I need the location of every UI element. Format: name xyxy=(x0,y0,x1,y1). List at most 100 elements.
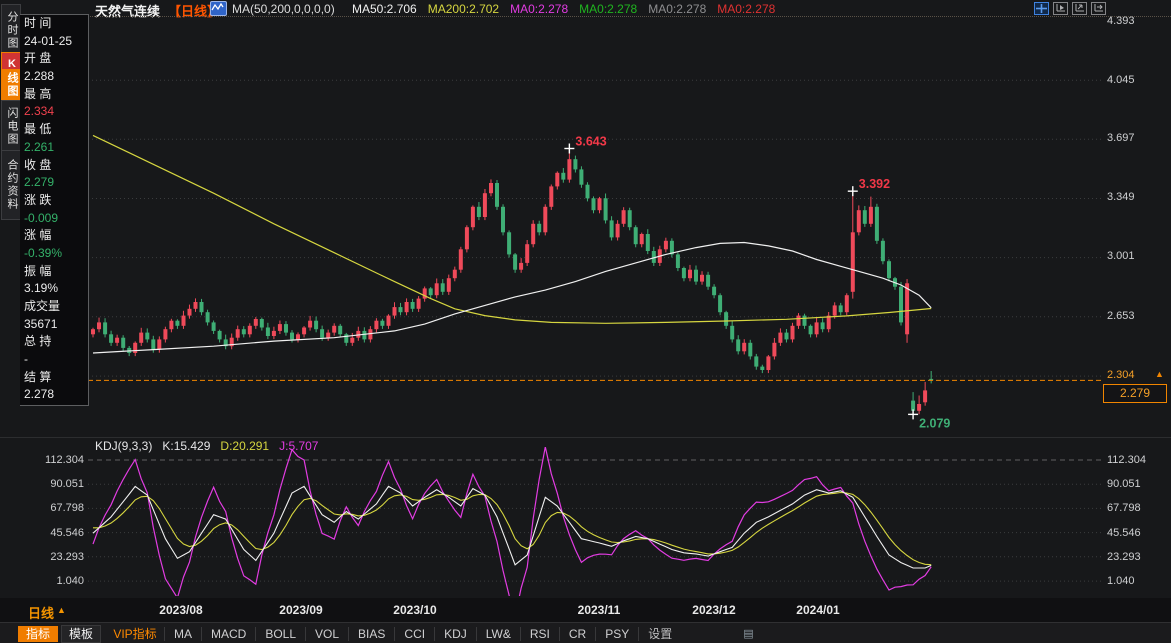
kdj-value-d: D:20.291 xyxy=(220,439,270,453)
axis-left-icon[interactable] xyxy=(1053,2,1068,15)
toolbar-more-icon[interactable]: ▤ xyxy=(743,628,754,640)
sidebar-tab-kline-chart[interactable]: K线图 xyxy=(1,52,21,104)
sidebar-tab-tick-chart[interactable]: 闪电图 xyxy=(1,100,21,152)
info-value-6: -0.39% xyxy=(24,245,63,260)
info-value-1: 2.288 xyxy=(24,69,55,84)
kdj-value-j: J:5.707 xyxy=(279,439,319,453)
info-label-2: 最 高 xyxy=(24,86,52,101)
info-value-10: 2.278 xyxy=(24,387,55,402)
info-value-0: 24-01-25 xyxy=(24,33,73,48)
kdj-indicator-chart[interactable] xyxy=(88,437,1104,597)
header-tool-icons xyxy=(1034,2,1106,15)
template-button[interactable]: 模板 xyxy=(61,624,101,643)
toolbar-item-kdj[interactable]: KDJ xyxy=(434,626,476,641)
svg-text:3.392: 3.392 xyxy=(859,177,890,191)
kdj-params-label: KDJ(9,3,3) xyxy=(95,439,153,453)
info-label-1: 开 盘 xyxy=(24,51,52,66)
kdj-value-k: K:15.429 xyxy=(162,439,211,453)
indicator-toolbar: 指标 模板 VIP指标 MA MACD BOLL VOL BIAS CCI KDJ LW& RS… xyxy=(0,622,1171,643)
kdj-axis-tick-right-0: 112.304 xyxy=(1107,454,1146,466)
caret-up-icon[interactable]: ▲ xyxy=(57,605,66,615)
info-value-9: - xyxy=(24,352,28,367)
info-label-4: 收 盘 xyxy=(24,157,52,172)
indicator-shortcut-list: MA MACD BOLL VOL BIAS CCI KDJ LW& RSI CR PSY 设置 xyxy=(164,626,681,641)
toolbar-item-macd[interactable]: MACD xyxy=(201,626,255,641)
kdj-axis-tick-left-0: 112.304 xyxy=(45,454,84,466)
toolbar-item-cr[interactable]: CR xyxy=(558,626,595,641)
date-label-3: 2023/11 xyxy=(577,603,621,617)
date-label-5: 2024/01 xyxy=(796,603,840,617)
info-value-7: 3.19% xyxy=(24,281,59,296)
toolbar-item-bias[interactable]: BIAS xyxy=(348,626,394,641)
info-label-10: 结 算 xyxy=(24,369,52,384)
date-label-4: 2023/12 xyxy=(692,603,736,617)
info-label-8: 成交量 xyxy=(24,299,61,313)
info-value-3: 2.261 xyxy=(24,139,55,154)
main-axis-tick-5: 2.653 xyxy=(1107,310,1135,322)
move-crosshair-icon[interactable] xyxy=(1034,2,1049,15)
line-chart-icon xyxy=(210,1,227,16)
ma-value-1: MA200:2.702 xyxy=(427,2,500,16)
price-up-arrow-icon: ▲ xyxy=(1155,369,1164,379)
sidebar-tab-contract-info[interactable]: 合约资料 xyxy=(1,150,21,220)
last-price-badge: 2.279 xyxy=(1103,384,1167,403)
toolbar-item-lw[interactable]: LW& xyxy=(475,626,520,641)
period-selector[interactable]: 日线 xyxy=(28,606,55,621)
axis-shift-icon[interactable] xyxy=(1091,2,1106,15)
toolbar-item-[interactable]: 设置 xyxy=(638,626,681,641)
svg-text:3.643: 3.643 xyxy=(575,135,606,149)
kdj-axis-tick-right-5: 1.040 xyxy=(1107,575,1135,588)
ma-value-3: MA0:2.278 xyxy=(579,2,638,16)
indicator-button[interactable]: 指标 xyxy=(18,625,58,642)
panel-divider xyxy=(0,437,1171,438)
info-value-8: 35671 xyxy=(24,316,58,331)
kdj-indicator-header: KDJ(9,3,3) K:15.429 D:20.291 J:5.707 xyxy=(95,439,318,453)
main-axis-tick-3: 3.349 xyxy=(1107,191,1135,203)
kdj-axis-tick-left-1: 90.051 xyxy=(50,478,84,491)
quote-info-panel: 时 间 24-01-25 开 盘 2.288 最 高 2.334 最 低 2.261 收 盘 2.… xyxy=(20,14,89,406)
date-label-1: 2023/09 xyxy=(279,603,323,617)
date-label-2: 2023/10 xyxy=(393,603,437,617)
kdj-axis-tick-left-2: 67.798 xyxy=(50,502,84,515)
info-label-0: 时 间 xyxy=(24,16,52,30)
toolbar-item-ma[interactable]: MA xyxy=(164,626,201,641)
kdj-axis-tick-right-1: 90.051 xyxy=(1107,478,1141,491)
kdj-axis-tick-left-5: 1.040 xyxy=(56,575,84,588)
main-axis-tick-2: 3.697 xyxy=(1107,132,1135,144)
kdj-axis-tick-left-4: 23.293 xyxy=(50,550,84,563)
info-value-5: -0.009 xyxy=(24,210,59,225)
ma-value-2: MA0:2.278 xyxy=(510,2,569,16)
ma-values: MA50:2.706 MA200:2.702 MA0:2.278 MA0:2.278 M… xyxy=(352,2,775,16)
period-tag: 【日线】 xyxy=(168,4,221,19)
chart-header: 天然气连续 【日线】 MA(50,200,0,0,0,0) MA50:2.706… xyxy=(0,0,1171,19)
kdj-axis-tick-left-3: 45.546 xyxy=(50,526,84,539)
info-label-6: 涨 幅 xyxy=(24,228,52,243)
main-axis-tick-6: 2.304 xyxy=(1107,369,1135,381)
kdj-axis-tick-right-2: 67.798 xyxy=(1107,502,1141,515)
main-axis-tick-4: 3.001 xyxy=(1107,250,1135,262)
info-value-2: 2.334 xyxy=(24,104,55,119)
candlestick-chart[interactable]: 3.643 3.392 2.079 xyxy=(88,14,1104,437)
toolbar-item-rsi[interactable]: RSI xyxy=(519,626,559,641)
instrument-title: 天然气连续 xyxy=(95,4,161,19)
ma-settings-label: MA(50,200,0,0,0,0) xyxy=(232,2,335,16)
toolbar-item-boll[interactable]: BOLL xyxy=(255,626,305,641)
info-label-5: 涨 跌 xyxy=(24,192,52,207)
info-label-9: 总 持 xyxy=(24,334,52,349)
ma-value-5: MA0:2.278 xyxy=(717,2,776,16)
toolbar-item-psy[interactable]: PSY xyxy=(595,626,638,641)
axis-play-icon[interactable] xyxy=(1072,2,1087,15)
ma-value-4: MA0:2.278 xyxy=(648,2,707,16)
date-label-0: 2023/08 xyxy=(159,603,203,617)
sidebar-tab-time-chart[interactable]: 分时图 xyxy=(1,4,21,56)
toolbar-item-cci[interactable]: CCI xyxy=(394,626,434,641)
kdj-axis-tick-right-3: 45.546 xyxy=(1107,526,1141,539)
header-separator xyxy=(86,16,1171,17)
svg-text:2.079: 2.079 xyxy=(919,416,950,430)
main-axis-tick-1: 4.045 xyxy=(1107,74,1135,86)
toolbar-item-vol[interactable]: VOL xyxy=(305,626,348,641)
info-value-4: 2.279 xyxy=(24,175,55,190)
time-axis-row: 日线 ▲ 2023/08 2023/09 2023/10 2023/11 2023/12… xyxy=(0,598,1171,622)
vip-indicator-button[interactable]: VIP指标 xyxy=(113,626,157,641)
